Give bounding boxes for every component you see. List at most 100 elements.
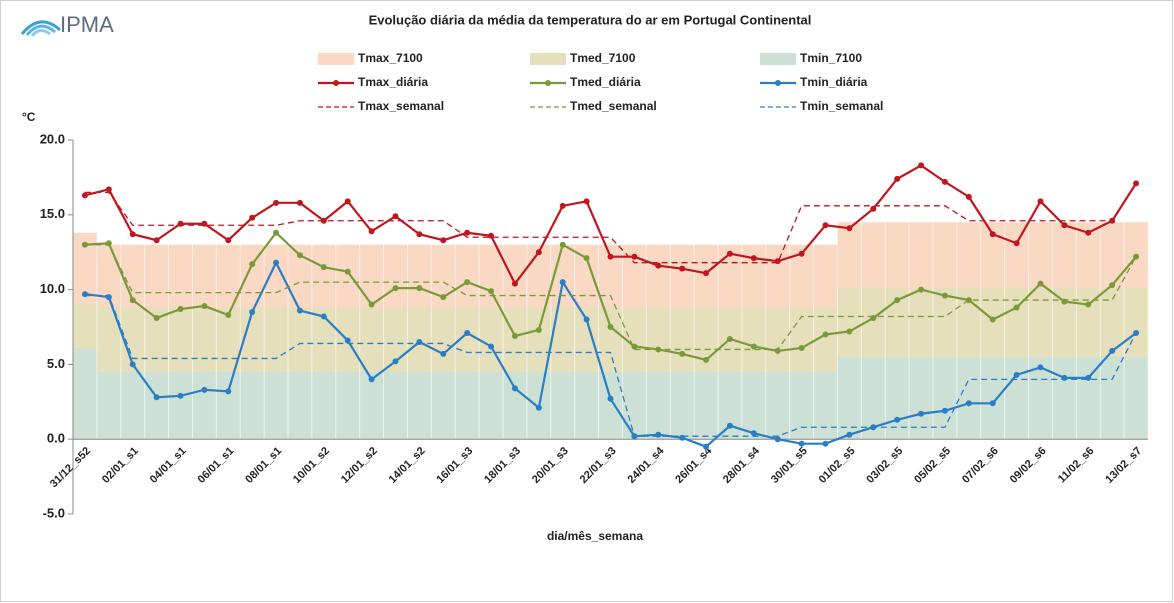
point bbox=[105, 186, 112, 193]
normal-bar bbox=[479, 371, 504, 440]
point bbox=[225, 312, 232, 319]
point bbox=[440, 350, 447, 357]
point bbox=[320, 313, 327, 320]
point bbox=[440, 237, 447, 244]
point bbox=[201, 303, 208, 310]
point bbox=[320, 217, 327, 224]
point bbox=[655, 262, 662, 269]
point bbox=[559, 279, 566, 286]
legend-swatch bbox=[760, 53, 796, 65]
normal-bar bbox=[407, 371, 432, 440]
point bbox=[249, 214, 256, 221]
normal-bar bbox=[1004, 356, 1029, 440]
point bbox=[344, 198, 351, 205]
point bbox=[822, 222, 829, 229]
legend-label: Tmax_diária bbox=[358, 75, 428, 89]
point bbox=[894, 175, 901, 182]
point bbox=[177, 392, 184, 399]
point bbox=[583, 316, 590, 323]
point bbox=[679, 265, 686, 272]
normal-bar bbox=[431, 371, 456, 440]
series-line bbox=[84, 244, 1137, 351]
point bbox=[177, 306, 184, 313]
point bbox=[273, 199, 280, 206]
point bbox=[416, 285, 423, 292]
point bbox=[225, 388, 232, 395]
y-tick-label: -5.0 bbox=[43, 505, 65, 520]
point bbox=[726, 335, 733, 342]
normal-bar bbox=[192, 371, 217, 440]
point bbox=[129, 361, 136, 368]
y-tick-label: 0.0 bbox=[47, 431, 65, 446]
point bbox=[989, 231, 996, 238]
point bbox=[703, 443, 710, 450]
point bbox=[488, 288, 495, 295]
legend-marker bbox=[775, 80, 781, 86]
point bbox=[750, 255, 757, 262]
point bbox=[153, 237, 160, 244]
normal-bar bbox=[789, 371, 814, 440]
point bbox=[726, 250, 733, 257]
point bbox=[1013, 304, 1020, 311]
point bbox=[1061, 222, 1068, 229]
point bbox=[201, 386, 208, 393]
normal-bar bbox=[885, 356, 910, 440]
legend-label: Tmin_diária bbox=[800, 75, 868, 89]
point bbox=[918, 162, 925, 169]
normal-bar bbox=[455, 371, 480, 440]
point bbox=[965, 400, 972, 407]
point bbox=[392, 358, 399, 365]
point bbox=[870, 205, 877, 212]
normal-bar bbox=[1076, 356, 1101, 440]
normal-bar bbox=[980, 356, 1005, 440]
point bbox=[894, 416, 901, 423]
normal-bar bbox=[956, 356, 982, 440]
point bbox=[535, 326, 542, 333]
point bbox=[1109, 282, 1116, 289]
point bbox=[273, 229, 280, 236]
point bbox=[989, 316, 996, 323]
normal-bar bbox=[646, 371, 671, 440]
point bbox=[344, 268, 351, 275]
point bbox=[1037, 364, 1044, 371]
point bbox=[511, 385, 518, 392]
point bbox=[703, 270, 710, 277]
point bbox=[607, 395, 614, 402]
point bbox=[583, 255, 590, 262]
point bbox=[559, 202, 566, 209]
normal-bar bbox=[311, 371, 337, 440]
normal-bar bbox=[765, 371, 790, 440]
point bbox=[679, 350, 686, 357]
normal-bar bbox=[503, 371, 528, 440]
point bbox=[703, 356, 710, 363]
normal-bar bbox=[550, 371, 575, 440]
point bbox=[918, 410, 925, 417]
legend-swatch bbox=[530, 53, 566, 65]
point bbox=[1013, 240, 1020, 247]
point bbox=[583, 198, 590, 205]
point bbox=[368, 301, 375, 308]
legend-label: Tmin_7100 bbox=[800, 51, 862, 65]
point bbox=[941, 178, 948, 185]
normal-bar bbox=[622, 371, 647, 440]
legend-marker bbox=[545, 80, 551, 86]
point bbox=[535, 404, 542, 411]
normal-bar bbox=[837, 356, 862, 440]
legend-swatch bbox=[318, 53, 354, 65]
normal-bar bbox=[168, 371, 193, 440]
point bbox=[1085, 301, 1092, 308]
point bbox=[464, 329, 471, 336]
point bbox=[273, 259, 280, 266]
legend-label: Tmin_semanal bbox=[800, 99, 883, 113]
point bbox=[1133, 253, 1140, 260]
point bbox=[750, 343, 757, 350]
point bbox=[1085, 229, 1092, 236]
point bbox=[750, 430, 757, 437]
point bbox=[1013, 371, 1020, 378]
y-tick-label: 5.0 bbox=[47, 356, 65, 371]
point bbox=[249, 309, 256, 316]
point bbox=[631, 253, 638, 260]
normal-bar bbox=[909, 356, 934, 440]
point bbox=[296, 252, 303, 259]
